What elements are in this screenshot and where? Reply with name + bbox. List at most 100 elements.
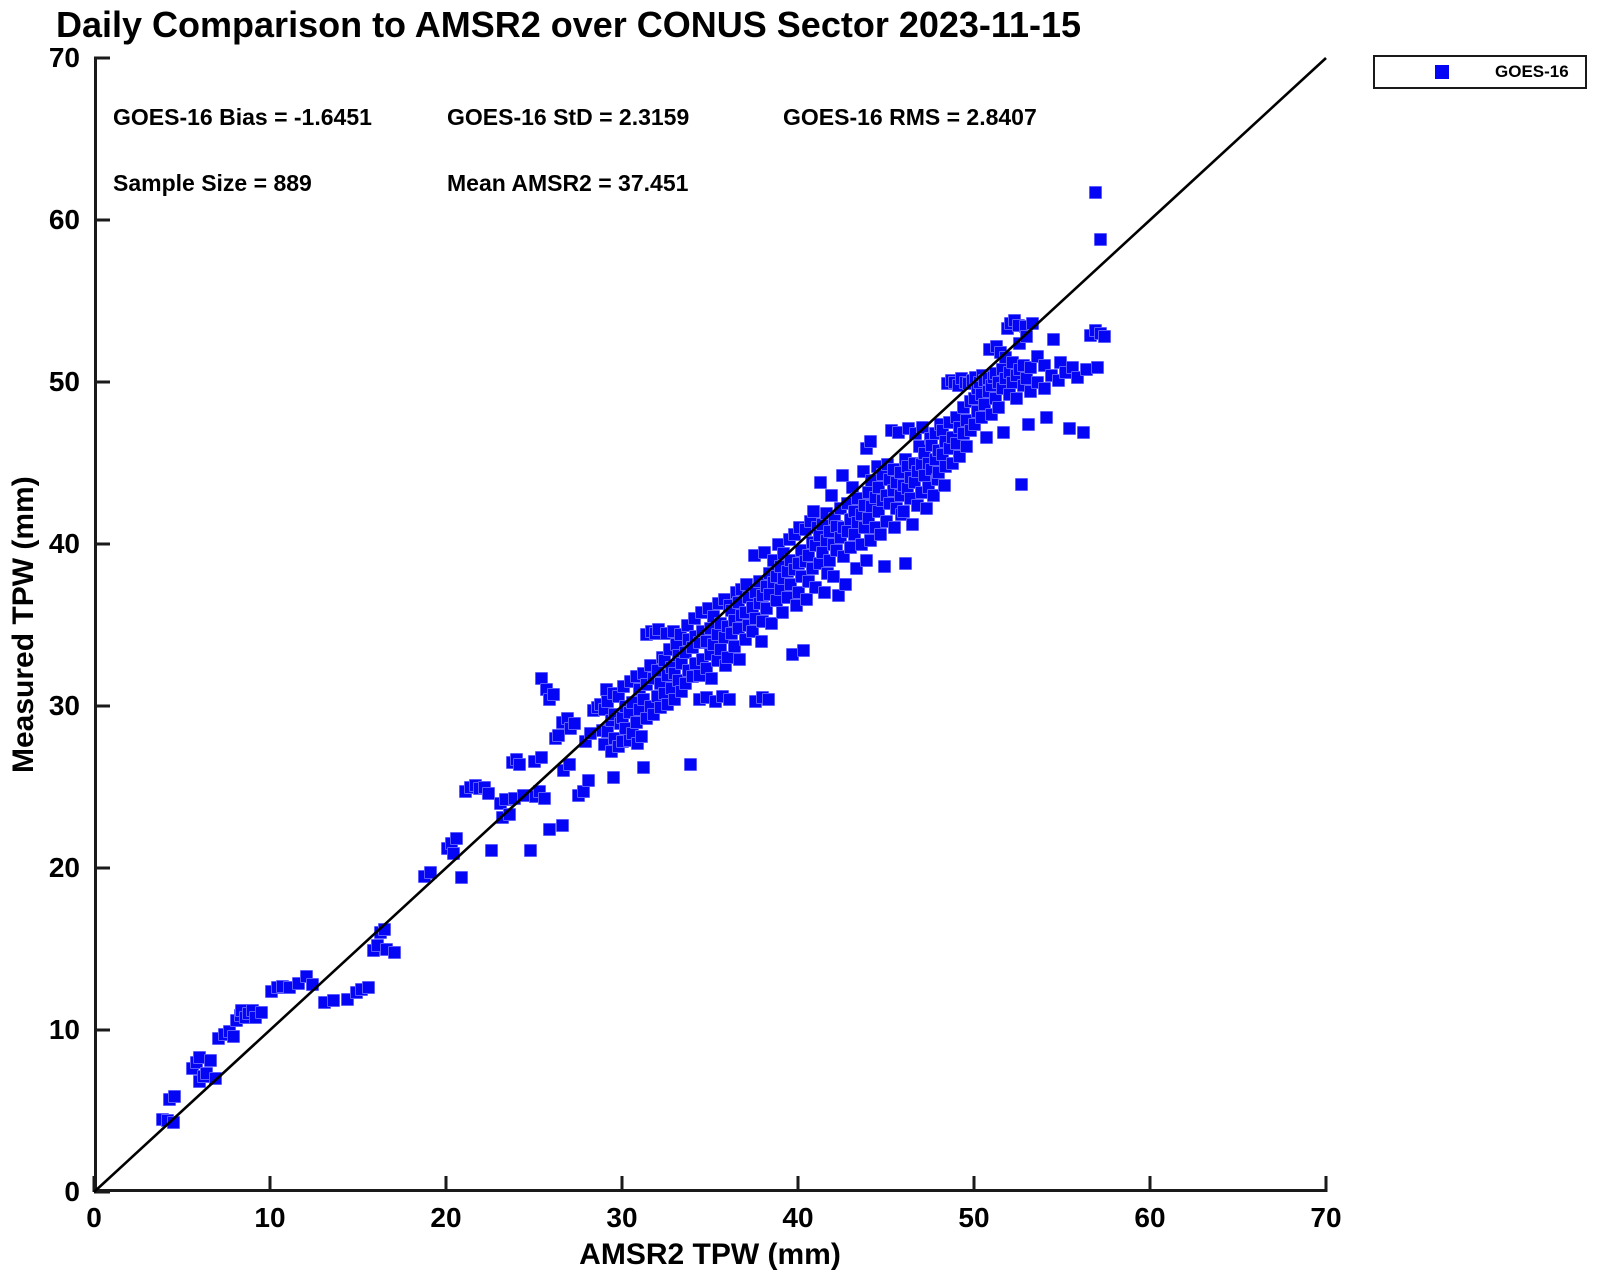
scatter-point [481,786,495,800]
legend-box: GOES-16 [1373,55,1587,89]
y-tick-label: 30 [48,690,80,721]
scatter-point [775,605,789,619]
legend-marker-square-icon [1435,65,1449,79]
scatter-point [1020,330,1034,344]
y-tick-label: 0 [64,1176,80,1207]
scatter-point [485,843,499,857]
scatter-point [705,671,719,685]
scatter-point [538,791,552,805]
scatter-point [634,730,648,744]
scatter-point [898,556,912,570]
scatter-point [1037,381,1051,395]
scatter-point [576,785,590,799]
scatter-point [814,475,828,489]
scatter-point [305,978,319,992]
scatter-point [377,923,391,937]
scatter-point [874,527,888,541]
scatter-point [226,1029,240,1043]
scatter-point [754,634,768,648]
scatter-point [203,1054,217,1068]
scatter-point [860,553,874,567]
y-tick-label: 40 [48,528,80,559]
x-tick-label: 20 [430,1202,462,1233]
scatter-point [807,505,821,519]
scatter-point [254,1005,268,1019]
x-tick-label: 10 [254,1202,286,1233]
x-tick-label: 30 [606,1202,638,1233]
scatter-point [1090,360,1104,374]
scatter-point [166,1115,180,1129]
scatter-point [168,1089,182,1103]
scatter-point [455,871,469,885]
scatter-point [960,440,974,454]
scatter-point [684,757,698,771]
scatter-point [1023,360,1037,374]
points-layer [94,58,1326,1192]
scatter-point [1022,417,1036,431]
x-tick-label: 0 [86,1202,102,1233]
x-axis-title: AMSR2 TPW (mm) [579,1238,841,1271]
scatter-point [796,644,810,658]
stat-annotation: Mean AMSR2 = 37.451 [447,170,689,196]
scatter-point [997,425,1011,439]
scatter-point [1097,330,1111,344]
stat-annotation: GOES-16 RMS = 2.8407 [783,104,1037,130]
scatter-point [1046,333,1060,347]
scatter-point [831,589,845,603]
scatter-point [208,1072,222,1086]
scatter-point [888,521,902,535]
scatter-point [423,866,437,880]
scatter-point [765,616,779,630]
scatter-point [450,832,464,846]
stat-annotation: GOES-16 Bias = -1.6451 [113,104,372,130]
scatter-point [979,430,993,444]
scatter-point [937,479,951,493]
scatter-point [534,751,548,765]
scatter-point [1009,391,1023,405]
stat-annotation: GOES-16 StD = 2.3159 [447,104,690,130]
y-tick-label: 50 [48,366,80,397]
y-tick-label: 10 [48,1014,80,1045]
scatter-point [824,488,838,502]
scatter-point [555,819,569,833]
scatter-point [1015,477,1029,491]
scatter-point [523,843,537,857]
scatter-point [826,569,840,583]
scatter-point [546,688,560,702]
scatter-point [992,401,1006,415]
y-tick-label: 20 [48,852,80,883]
x-tick-label: 60 [1134,1202,1166,1233]
scatter-point [1025,317,1039,331]
scatter-point [839,578,853,591]
scatter-point [516,788,530,802]
scatter-point [562,757,576,771]
scatter-point [543,822,557,836]
x-tick-label: 40 [782,1202,814,1233]
scatter-point [800,592,814,606]
scatter-point [513,757,527,771]
scatter-point [362,981,376,995]
scatter-point [817,586,831,600]
scatter-point [582,774,596,788]
y-tick-label: 70 [48,42,80,73]
scatter-point [897,505,911,519]
x-tick-label: 50 [958,1202,990,1233]
scatter-point [905,518,919,532]
scatter-point [1094,232,1108,246]
scatter-point [636,761,650,775]
scatter-point [326,994,340,1008]
x-tick-label: 70 [1310,1202,1342,1233]
scatter-point [863,435,877,449]
scatter-point [502,808,516,822]
scatter-point [877,560,891,574]
scatter-point [606,770,620,784]
scatter-point [388,945,402,959]
scatter-point [552,728,566,742]
scatter-point [446,846,460,860]
chart-title: Daily Comparison to AMSR2 over CONUS Sec… [56,4,1081,45]
stat-annotation: Sample Size = 889 [113,170,312,196]
scatter-point [1062,422,1076,436]
plot-area: Measured TPW (mm) GOES-16 Bias = -1.6451… [7,42,1342,1271]
scatter-point [733,652,747,666]
legend-item-label: GOES-16 [1495,62,1569,81]
